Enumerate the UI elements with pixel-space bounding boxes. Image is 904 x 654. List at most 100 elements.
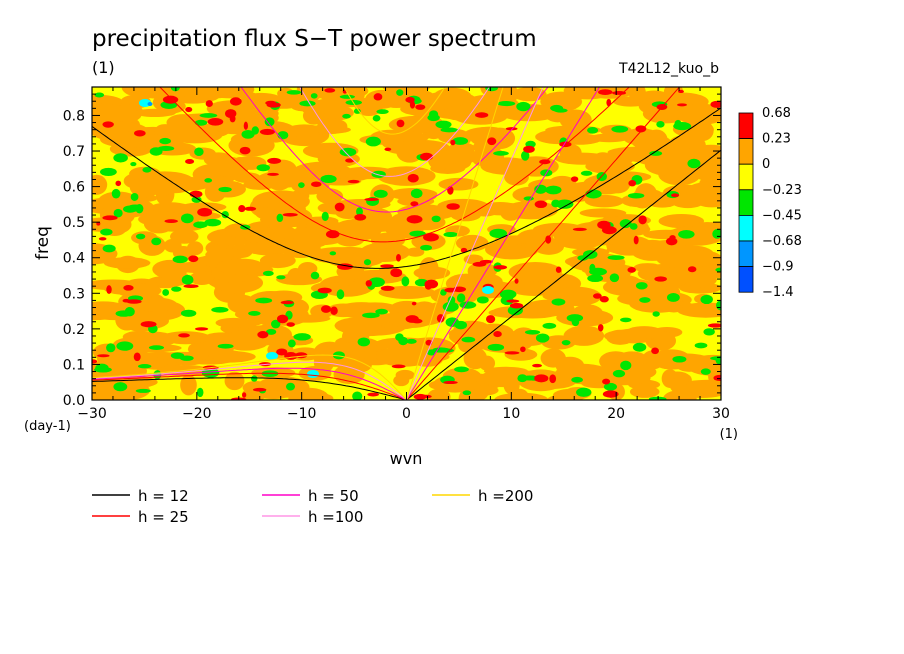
contour-patch-green: [395, 333, 404, 342]
dispersion-curve-ig: [299, 87, 490, 177]
contour-patch-green: [396, 89, 404, 96]
contour-patch-red: [259, 128, 275, 135]
contour-patch-green: [241, 130, 255, 139]
contour-patch-green: [321, 211, 329, 222]
contour-patch-orange: [129, 177, 161, 198]
contour-patch-green: [251, 375, 258, 382]
contour-patch-red: [450, 139, 456, 146]
contour-patch-green: [580, 170, 593, 176]
contour-patch-red: [98, 237, 107, 241]
contour-patch-green: [170, 87, 180, 92]
contour-patch-green: [276, 275, 286, 280]
contour-patch-red: [487, 137, 497, 146]
contour-patch-green: [170, 352, 185, 359]
contour-patch-red: [597, 324, 604, 332]
contour-patch-red: [380, 285, 395, 291]
contour-patch-green: [199, 113, 218, 118]
contour-patch-orange: [519, 204, 557, 216]
contour-patch-red: [92, 359, 98, 364]
contour-patch-orange: [663, 390, 697, 400]
contour-patch-green: [299, 100, 316, 107]
contour-patch-green: [339, 94, 355, 99]
contour-patch-red: [367, 392, 380, 397]
contour-patch-green: [493, 151, 509, 156]
contour-patch-red: [532, 363, 543, 368]
contour-patch-green: [550, 104, 564, 112]
contour-patch-orange: [555, 229, 605, 250]
contour-patch-green: [656, 120, 665, 128]
contour-patch-orange: [133, 87, 192, 99]
contour-patch-red: [549, 374, 557, 384]
contour-patch-green: [612, 369, 626, 378]
y-tick-label: 0.4: [63, 251, 85, 267]
contour-patch-green: [489, 228, 508, 239]
contour-patch-red: [597, 89, 613, 96]
contour-patch-red: [493, 330, 502, 338]
contour-patch-orange: [499, 104, 560, 122]
contour-patch-red: [602, 390, 619, 398]
chart-subtitle-left: (1): [92, 58, 115, 77]
contour-patch-green: [611, 125, 629, 133]
contour-patch-orange: [628, 87, 646, 104]
contour-patch-green: [264, 117, 275, 127]
dispersion-curve-kelvin: [406, 149, 721, 400]
contour-patch-red: [446, 203, 460, 210]
contour-patch-green: [517, 374, 528, 383]
contour-patch-orange: [92, 105, 142, 125]
contour-patch-red: [189, 190, 203, 198]
contour-patch-red: [123, 285, 134, 291]
contour-patch-red: [164, 219, 178, 224]
contour-patch-red: [415, 104, 426, 110]
contour-patch-orange: [478, 355, 496, 371]
contour-patch-orange: [265, 169, 293, 191]
contour-patch-orange: [494, 235, 536, 245]
contour-patch-red: [133, 352, 141, 362]
colorbar-level-label: −0.23: [762, 183, 802, 198]
contour-patch-red: [486, 315, 496, 324]
contour-patch-green: [194, 119, 208, 126]
contour-patch-green: [95, 363, 109, 372]
x-axis-label: wvn: [390, 449, 423, 468]
dispersion-curve-rossby: [92, 372, 407, 400]
contour-patch-red: [126, 299, 142, 304]
contour-patch-green: [124, 307, 135, 317]
contour-patch-green: [342, 113, 351, 119]
contour-patch-orange: [163, 238, 182, 253]
contour-patch-green: [452, 137, 469, 145]
contour-patch-green: [443, 232, 458, 238]
contour-patch-green: [286, 90, 302, 95]
contour-patch-green: [99, 167, 117, 177]
contour-patch-green: [255, 297, 273, 304]
contour-patch-green: [700, 368, 711, 375]
contour-patch-green: [218, 186, 232, 193]
contour-patch-green: [629, 223, 638, 230]
dispersion-curve-ig: [240, 87, 549, 213]
contour-patch-red: [443, 380, 458, 385]
contour-patch-red: [238, 205, 246, 213]
contour-patch-red: [162, 95, 179, 104]
contour-patch-red: [265, 100, 277, 106]
contour-patch-green: [545, 185, 562, 195]
contour-patch-green: [649, 150, 663, 156]
legend-label: h =200: [478, 487, 533, 505]
contour-patch-green: [672, 355, 687, 363]
contour-patch-red: [405, 315, 419, 323]
contour-patch-red: [229, 115, 236, 123]
dispersion-curve-kelvin: [406, 87, 544, 400]
contour-patch-red: [102, 215, 118, 221]
contour-patch-orange: [406, 247, 425, 257]
contour-patch-red: [390, 268, 403, 278]
contour-patch-green: [462, 390, 472, 396]
colorbar: 0.68 0.23 0 −0.23 −0.45 −0.68 −0.9 −1.4: [738, 106, 802, 300]
contour-patch-red: [545, 235, 552, 244]
colorbar-swatch: [738, 240, 754, 268]
x-tick-label: 30: [712, 406, 730, 422]
contour-patch-red: [406, 215, 423, 224]
contour-patch-green: [196, 387, 204, 398]
y-tick-label: 0.3: [63, 286, 85, 302]
contour-patch-orange: [337, 357, 372, 374]
contour-patch-orange: [334, 317, 382, 334]
contour-patch-orange: [186, 241, 204, 256]
contour-patch-green: [652, 311, 660, 317]
contour-patch-orange: [463, 127, 509, 143]
